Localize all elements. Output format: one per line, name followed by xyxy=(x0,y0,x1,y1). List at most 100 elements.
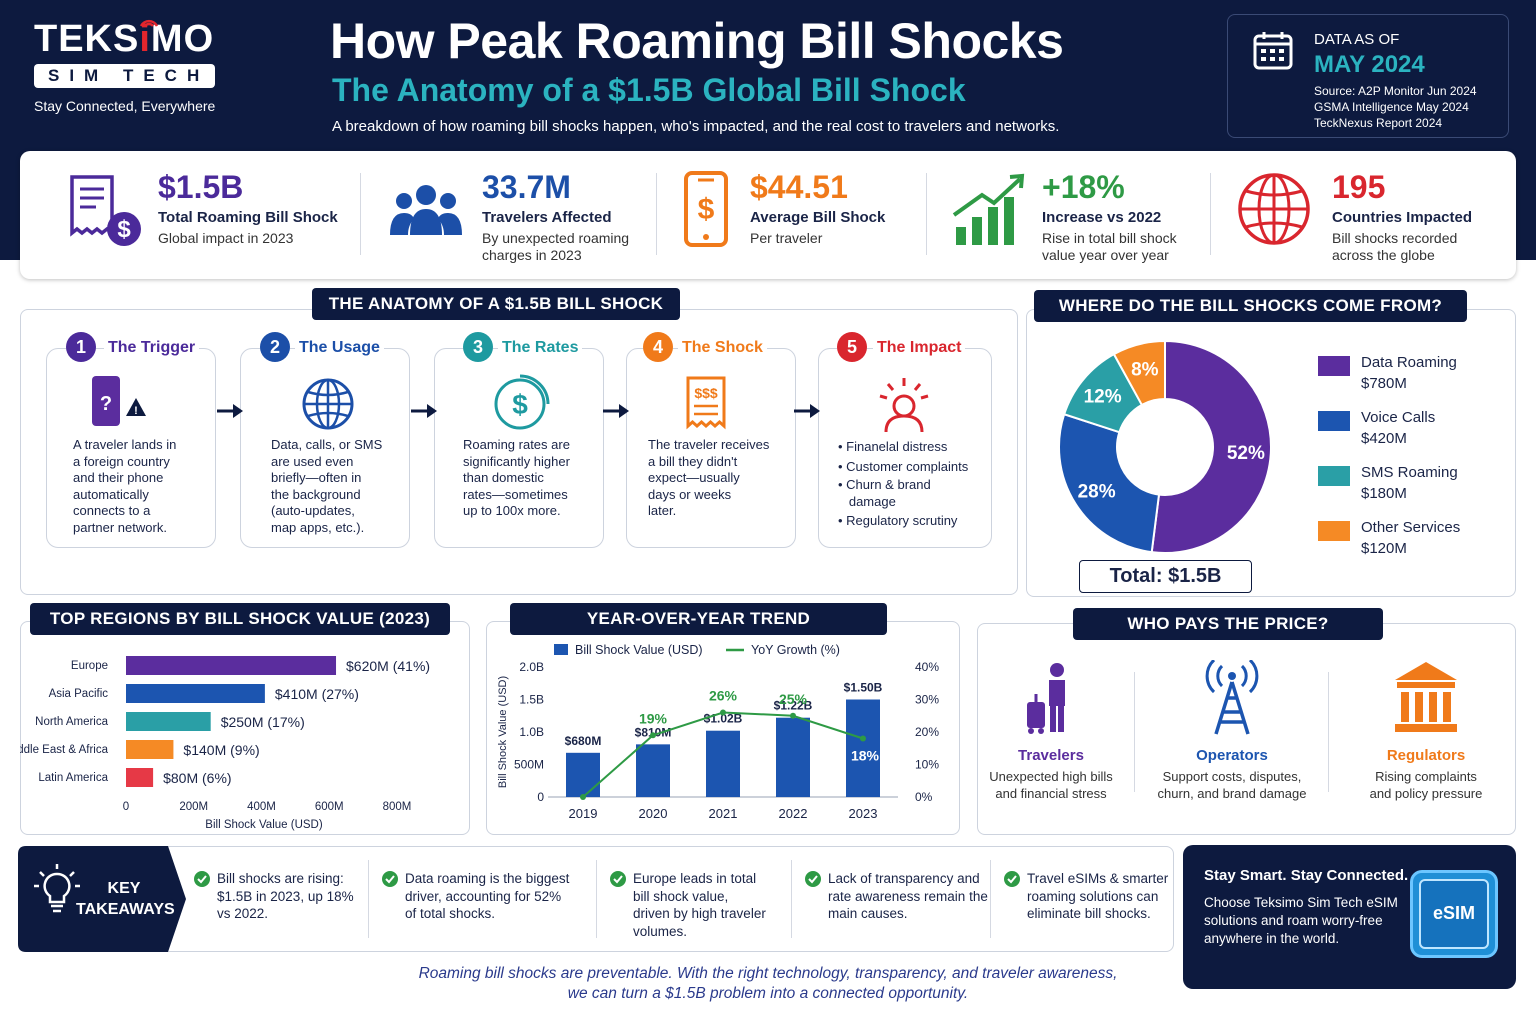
donut-slice xyxy=(1112,339,1166,407)
source-line: GSMA Intelligence May 2024 xyxy=(1314,100,1469,114)
legend-label: YoY Growth (%) xyxy=(751,643,840,657)
step-number: 1 xyxy=(66,332,96,362)
region-value-label: $80M (6%) xyxy=(163,770,231,786)
check-icon xyxy=(610,871,626,887)
donut-slice xyxy=(1058,412,1161,554)
divider xyxy=(596,860,597,938)
growth-point xyxy=(860,735,866,742)
legend-item: Other Services $120M xyxy=(1361,517,1460,559)
takeaways-title: KEY TAKEAWAYS xyxy=(76,880,175,918)
who-title: WHO PAYS THE PRICE? xyxy=(1073,608,1383,640)
region-label: Asia Pacific xyxy=(49,688,109,700)
trend-chart: Bill Shock Value (USD) YoY Growth (%) 0 500… xyxy=(497,643,939,821)
cell-tower-icon xyxy=(1205,658,1259,735)
region-bar xyxy=(126,768,154,787)
step-title: The Rates xyxy=(498,339,583,357)
region-value-label: $140M (9%) xyxy=(183,742,259,758)
globe-icon xyxy=(302,378,354,430)
source-line: Source: A2P Monitor Jun 2024 xyxy=(1314,84,1477,98)
region-label: Middle East & Africa xyxy=(20,744,109,756)
divider xyxy=(656,173,657,255)
page-title: How Peak Roaming Bill Shocks xyxy=(330,13,1064,69)
stat-increase: +18% Increase vs 2022 Rise in total bill… xyxy=(952,151,1212,279)
trend-title: YEAR-OVER-YEAR TREND xyxy=(510,603,887,635)
x-tick-label: 600M xyxy=(315,801,344,813)
stat-sub: By unexpected roaming charges in 2023 xyxy=(482,230,630,263)
regions-title: TOP REGIONS BY BILL SHOCK VALUE (2023) xyxy=(30,603,450,635)
donut-slice-label: 52% xyxy=(1227,443,1265,464)
arrow-right-icon xyxy=(794,404,820,418)
legend-swatch xyxy=(1318,356,1350,376)
cta-title: Stay Smart. Stay Connected. xyxy=(1204,867,1409,884)
takeaways-panel xyxy=(20,846,1174,952)
takeaway-item: Lack of transparency and rate awareness r… xyxy=(828,871,988,921)
step-number: 4 xyxy=(643,332,673,362)
x-axis-label: Bill Shock Value (USD) xyxy=(205,819,323,831)
region-bar xyxy=(126,684,265,703)
growth-point xyxy=(580,794,586,800)
region-bar xyxy=(126,656,337,675)
donut-slice-label: 8% xyxy=(1131,360,1159,381)
stat-value: +18% xyxy=(1042,169,1125,205)
takeaway-item: Data roaming is the biggest driver, accou… xyxy=(405,871,570,921)
x-tick-label: 2020 xyxy=(639,806,668,821)
divider xyxy=(1210,173,1211,255)
who-regulators: Regulators Rising complaints and policy p… xyxy=(1346,660,1506,802)
brand-name: TEKSiMO xyxy=(34,18,215,60)
check-icon xyxy=(382,871,398,887)
y-tick-label: 2.0B xyxy=(519,660,544,674)
stat-total: $ $1.5B Total Roaming Bill Shock Global … xyxy=(60,151,360,279)
stat-value: $44.51 xyxy=(750,169,848,205)
divider xyxy=(990,860,991,938)
who-text: Rising complaints and policy pressure xyxy=(1369,769,1483,801)
arrow-right-icon xyxy=(217,404,243,418)
x-tick-label: 200M xyxy=(179,801,208,813)
donut-slice-label: 28% xyxy=(1078,481,1116,502)
legend-label: SMS Roaming xyxy=(1361,464,1458,481)
who-operators: Operators Support costs, disputes, churn,… xyxy=(1150,658,1314,802)
growth-label: 25% xyxy=(779,691,808,707)
bill-icon: $ xyxy=(70,175,141,246)
stat-label: Countries Impacted xyxy=(1332,209,1473,226)
step-number: 5 xyxy=(837,332,867,362)
people-icon xyxy=(390,185,462,235)
dollar-coin-icon: $ xyxy=(494,374,550,430)
legend-amount: $120M xyxy=(1361,540,1407,557)
who-travelers: Travelers Unexpected high bills and finan… xyxy=(972,660,1130,802)
stat-sub: Per traveler xyxy=(750,230,823,246)
divider xyxy=(360,173,361,255)
traveler-icon xyxy=(1027,663,1065,734)
legend-swatch xyxy=(1318,466,1350,486)
legend-label: Bill Shock Value (USD) xyxy=(575,643,703,657)
legend-swatch xyxy=(1318,411,1350,431)
region-value-label: $250M (17%) xyxy=(221,714,305,730)
bill-icon: $$$ xyxy=(686,376,726,430)
trend-bar xyxy=(636,744,670,797)
stat-sub: Rise in total bill shock value year over … xyxy=(1042,230,1177,263)
step-text: • Finanelal distress • Customer complaint… xyxy=(838,439,969,528)
y-tick-label: 1.5B xyxy=(519,693,544,707)
growth-point xyxy=(650,732,656,739)
legend-item: Data Roaming $780M xyxy=(1361,352,1457,394)
legend-amount: $420M xyxy=(1361,430,1407,447)
trend-bar-label: $1.50B xyxy=(844,681,883,695)
globe-icon xyxy=(1238,173,1310,245)
growth-icon xyxy=(952,173,1025,245)
region-bar xyxy=(126,740,174,759)
y2-tick-label: 10% xyxy=(915,758,939,772)
svg-text:$: $ xyxy=(512,389,528,420)
stat-value: 195 xyxy=(1332,169,1386,205)
check-icon xyxy=(805,871,821,887)
donut-slice xyxy=(1150,339,1272,554)
signal-icon xyxy=(139,19,159,27)
divider xyxy=(368,860,369,938)
growth-point xyxy=(720,709,726,716)
brand-tagline: Stay Connected, Everywhere xyxy=(34,98,216,114)
y-tick-label: 500M xyxy=(514,758,544,772)
stressed-person-icon xyxy=(879,378,929,433)
region-bar xyxy=(126,712,211,731)
trend-bar-label: $680M xyxy=(565,734,602,748)
legend-label: Other Services xyxy=(1361,519,1461,536)
takeaway-item: Travel eSIMs & smarter roaming solutions … xyxy=(1027,871,1169,921)
stat-value: 33.7M xyxy=(482,169,571,205)
